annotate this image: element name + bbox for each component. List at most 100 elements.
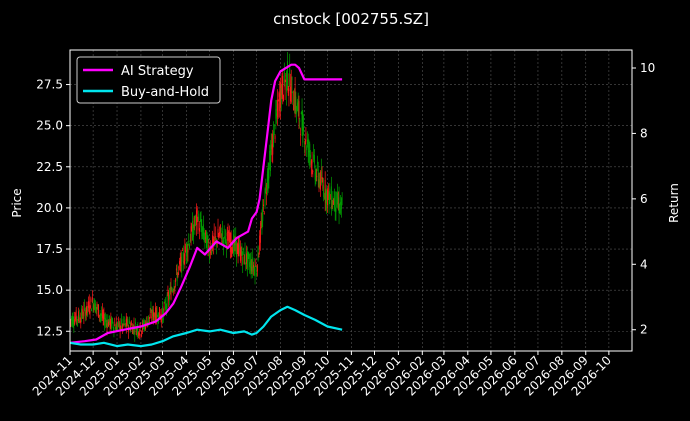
price-candle-body xyxy=(269,150,271,172)
price-candle-body xyxy=(82,317,84,319)
price-candle-body xyxy=(288,88,290,92)
price-candle-body xyxy=(232,246,234,254)
price-candle-body xyxy=(149,313,151,319)
price-candle-body xyxy=(227,231,229,233)
price-candle-body xyxy=(123,324,125,326)
price-candle-body xyxy=(249,262,251,267)
y-right-tick-label: 4 xyxy=(640,257,648,271)
price-candle-body xyxy=(236,240,237,258)
price-candle-body xyxy=(263,213,265,215)
price-candle-body xyxy=(168,294,170,301)
price-candle-body xyxy=(252,257,254,271)
price-candle-body xyxy=(302,115,304,143)
price-candle-body xyxy=(234,238,236,246)
price-candle-body xyxy=(74,317,76,320)
price-candle-body xyxy=(207,235,209,240)
price-candle-body xyxy=(262,207,264,221)
price-candle-body xyxy=(214,237,216,239)
price-candle-body xyxy=(315,169,317,182)
price-candle-body xyxy=(337,202,339,205)
price-candle-body xyxy=(242,256,244,265)
price-candle-body xyxy=(81,308,83,319)
price-candle-body xyxy=(224,238,226,244)
price-candle-body xyxy=(222,238,224,246)
price-candle-body xyxy=(245,262,247,265)
price-candle-body xyxy=(304,142,306,144)
price-candle-body xyxy=(187,248,189,253)
price-candle-body xyxy=(200,219,202,228)
price-candle-body xyxy=(183,261,185,264)
y-right-tick-label: 2 xyxy=(640,323,648,337)
price-candle-body xyxy=(97,305,99,308)
price-candle-body xyxy=(295,96,297,110)
price-candle-body xyxy=(137,327,139,334)
price-candle-body xyxy=(185,250,187,252)
price-candle-body xyxy=(100,314,102,316)
price-candle-body xyxy=(176,272,178,282)
price-candle-body xyxy=(72,316,74,325)
price-candle-body xyxy=(162,307,163,318)
price-candle-body xyxy=(98,315,100,317)
price-candle-body xyxy=(229,232,231,243)
price-candle-body xyxy=(319,178,321,186)
price-candle-body xyxy=(142,320,144,324)
price-candle-body xyxy=(294,87,296,111)
price-candle-body xyxy=(251,266,253,272)
price-candle-body xyxy=(188,241,190,243)
price-candle-body xyxy=(112,324,114,329)
price-candle-body xyxy=(101,309,103,318)
price-candle-body xyxy=(282,75,284,99)
price-candle-body xyxy=(243,255,245,264)
price-candle-body xyxy=(325,190,327,204)
y-left-tick-label: 20.0 xyxy=(36,201,63,215)
price-candle-body xyxy=(273,124,275,127)
price-candle-body xyxy=(165,303,167,310)
price-candle-body xyxy=(259,235,261,250)
price-candle-body xyxy=(166,294,168,311)
price-candle-body xyxy=(327,185,329,193)
price-candle-body xyxy=(261,220,263,230)
price-candle-body xyxy=(105,320,107,322)
price-candle-body xyxy=(280,82,281,108)
price-candle-body xyxy=(340,198,342,210)
price-candle-body xyxy=(154,316,156,322)
price-candle-body xyxy=(148,315,150,322)
price-candle-body xyxy=(279,94,281,112)
price-candle-body xyxy=(158,307,160,319)
price-candle-body xyxy=(124,320,126,322)
price-candle-body xyxy=(150,308,152,312)
price-candle-body xyxy=(333,197,335,208)
price-candle-body xyxy=(84,305,86,307)
price-candle-body xyxy=(212,239,214,245)
price-candle-body xyxy=(81,309,83,316)
price-candle-body xyxy=(108,315,110,323)
price-candle-body xyxy=(266,192,268,194)
price-candle-body xyxy=(241,246,243,256)
price-candle-body xyxy=(293,104,295,111)
price-candle-body xyxy=(281,76,283,95)
price-candle-body xyxy=(309,143,311,156)
price-candle-body xyxy=(126,319,128,326)
price-candle-body xyxy=(313,155,315,164)
price-candle-body xyxy=(105,318,106,323)
price-candle-body xyxy=(173,285,175,291)
price-candle-body xyxy=(322,184,324,189)
price-candle-body xyxy=(138,332,140,336)
price-candle-body xyxy=(85,311,87,315)
price-candle-body xyxy=(254,267,256,277)
price-candle-body xyxy=(215,235,217,237)
price-candle-body xyxy=(209,247,211,254)
price-candle-body xyxy=(250,259,252,272)
price-candle-body xyxy=(332,196,334,205)
price-candle-body xyxy=(170,286,172,300)
price-candle-body xyxy=(276,113,278,116)
price-candle-body xyxy=(313,154,315,160)
price-candle-body xyxy=(117,322,119,327)
price-candle-body xyxy=(289,68,291,76)
price-candle-body xyxy=(74,319,76,325)
price-candle-body xyxy=(125,318,127,327)
price-candle-body xyxy=(219,224,221,232)
price-candle-body xyxy=(163,306,165,311)
price-candle-body xyxy=(247,251,249,262)
